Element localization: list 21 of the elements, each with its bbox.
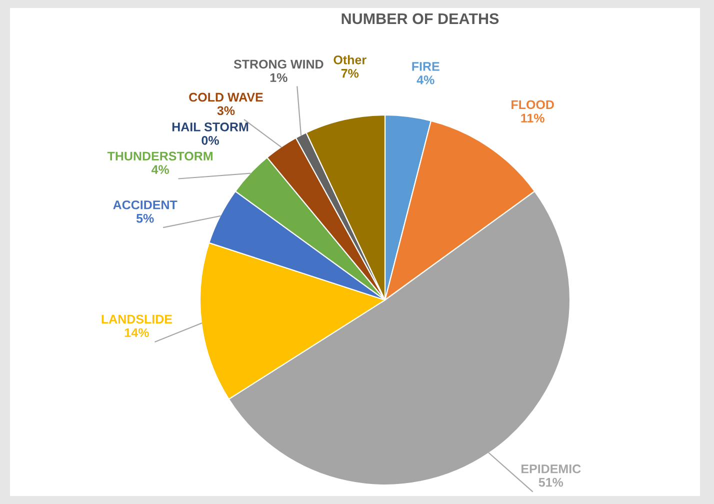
slice-label: LANDSLIDE [102, 314, 172, 324]
data-label: 4% [416, 75, 434, 84]
data-label: 1% [270, 73, 288, 82]
slice-label: FIRE [412, 62, 440, 71]
data-label: 5% [136, 214, 154, 223]
data-label: 14% [124, 328, 149, 338]
category-label: HAIL STORM [172, 122, 248, 132]
text: 0% [202, 136, 219, 145]
slice-label: STRONG WIND [234, 60, 324, 69]
slice-label: COLD WAVE [189, 92, 263, 102]
data-label: 7% [341, 68, 359, 78]
data-label: 4% [151, 165, 169, 174]
slice-label: Other [334, 55, 366, 64]
slice-label: ACCIDENT [113, 200, 178, 210]
slice-label: FLOOD [512, 100, 554, 110]
slice-label: THUNDERSTORM [107, 152, 212, 161]
slice-label: EPIDEMIC [522, 464, 581, 474]
chart-title: NUMBER OF DEATHS [342, 13, 499, 24]
data-label: 3% [217, 106, 235, 116]
data-label: 11% [521, 114, 544, 123]
data-label: 51% [538, 478, 564, 487]
